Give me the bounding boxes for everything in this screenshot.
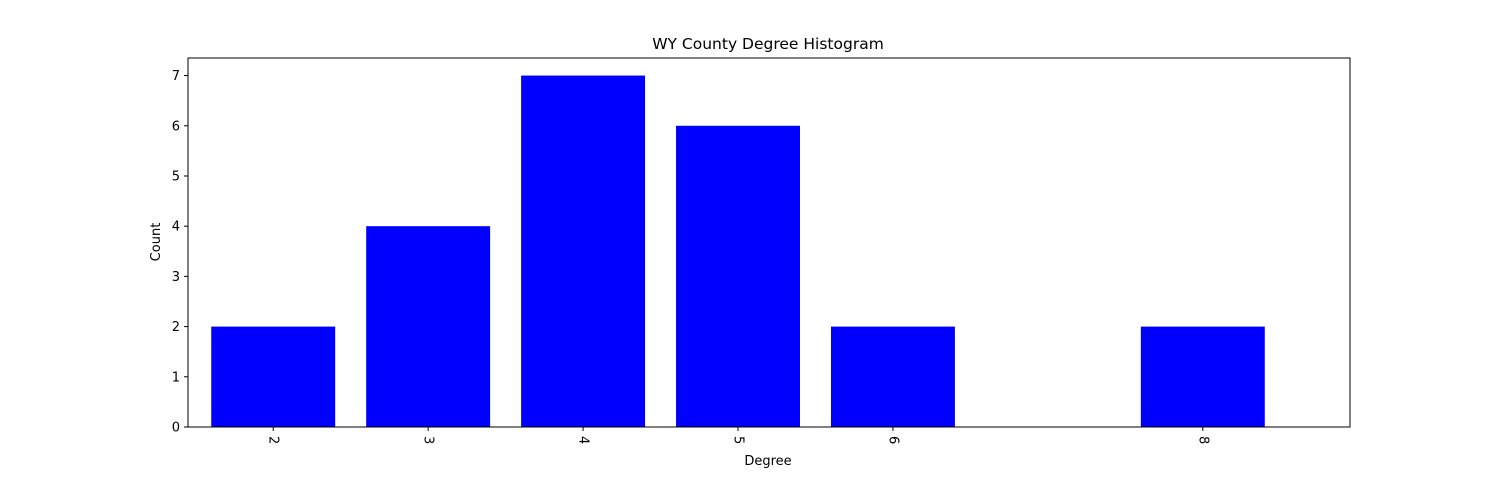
x-tick-label: 4 xyxy=(576,436,591,444)
bars-group xyxy=(211,75,1265,428)
y-axis-label: Count xyxy=(149,223,164,262)
bar-degree-6 xyxy=(830,326,955,427)
chart-title: WY County Degree Histogram xyxy=(652,35,884,53)
bar-degree-2 xyxy=(211,326,336,427)
x-tick-label: 8 xyxy=(1195,436,1210,444)
bar-degree-5 xyxy=(676,125,800,427)
plot-area-frame xyxy=(187,57,1351,428)
x-axis-ticks: 2 3 4 5 6 8 xyxy=(266,427,1210,444)
bar-degree-8 xyxy=(1140,326,1265,427)
y-tick-label: 0 xyxy=(172,421,180,436)
x-tick-label: 5 xyxy=(731,436,746,444)
y-tick-label: 4 xyxy=(172,220,180,235)
y-tick-label: 2 xyxy=(172,320,180,335)
x-tick-label: 2 xyxy=(266,436,281,444)
x-tick-label: 6 xyxy=(885,436,900,444)
y-tick-label: 3 xyxy=(172,270,180,285)
bar-degree-3 xyxy=(366,226,491,427)
y-tick-label: 1 xyxy=(172,370,180,385)
x-tick-label: 3 xyxy=(421,436,436,444)
x-axis-label: Degree xyxy=(744,454,791,469)
y-axis-ticks: 0 1 2 3 4 5 6 7 xyxy=(172,69,188,436)
y-tick-label: 6 xyxy=(172,119,180,134)
bar-degree-4 xyxy=(521,75,646,428)
y-tick-label: 7 xyxy=(172,69,180,84)
y-tick-label: 5 xyxy=(172,169,180,184)
